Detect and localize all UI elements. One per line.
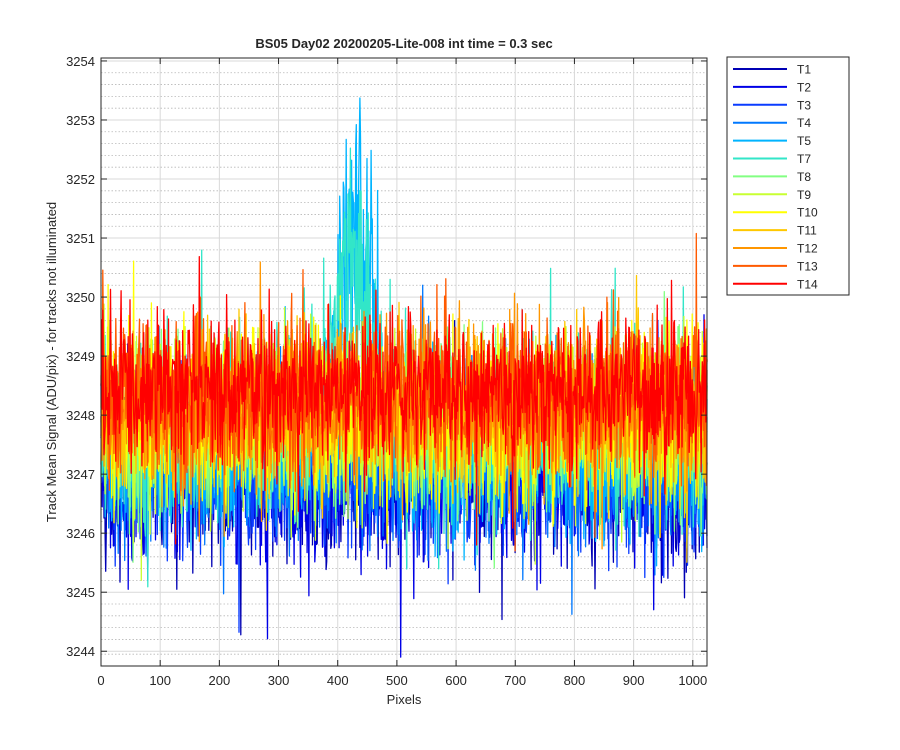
legend-label: T4 xyxy=(797,116,811,130)
x-tick-label: 900 xyxy=(623,673,645,688)
x-tick-label: 1000 xyxy=(678,673,707,688)
chart-title: BS05 Day02 20200205-Lite-008 int time = … xyxy=(255,36,552,51)
legend-label: T13 xyxy=(797,259,818,273)
legend-label: T9 xyxy=(797,188,811,202)
axis-ticks: 0 100 200 300 400 500 600 700 800 900 1000 3244 3245… xyxy=(66,54,707,688)
legend-label: T14 xyxy=(797,277,818,291)
legend-item-t14: T14 xyxy=(733,277,818,291)
legend-item-t8: T8 xyxy=(733,170,811,184)
x-tick-label: 300 xyxy=(268,673,290,688)
legend-item-t12: T12 xyxy=(733,242,818,256)
y-tick-label: 3245 xyxy=(66,585,95,600)
legend-label: T2 xyxy=(797,80,811,94)
y-tick-label: 3247 xyxy=(66,467,95,482)
y-tick-label: 3244 xyxy=(66,644,95,659)
x-axis-label: Pixels xyxy=(387,692,422,707)
x-tick-label: 200 xyxy=(209,673,231,688)
legend-label: T8 xyxy=(797,170,811,184)
y-tick-label: 3252 xyxy=(66,172,95,187)
legend-label: T11 xyxy=(797,224,817,238)
legend-box xyxy=(726,56,850,296)
series-lines xyxy=(100,97,708,658)
legend-item-t10: T10 xyxy=(733,206,818,220)
y-tick-label: 3248 xyxy=(66,408,95,423)
y-axis-label: Track Mean Signal (ADU/pix) - for tracks… xyxy=(44,202,59,522)
y-tick-label: 3246 xyxy=(66,526,95,541)
y-tick-label: 3250 xyxy=(66,290,95,305)
legend-label: T1 xyxy=(797,63,811,77)
x-tick-label: 700 xyxy=(504,673,526,688)
legend-item-t4: T4 xyxy=(733,116,811,130)
legend-item-t11: T11 xyxy=(733,224,817,238)
legend-label: T10 xyxy=(797,206,818,220)
y-tick-label: 3249 xyxy=(66,349,95,364)
x-tick-label: 0 xyxy=(97,673,104,688)
legend-item-t13: T13 xyxy=(733,259,818,273)
legend-item-t3: T3 xyxy=(733,98,811,112)
legend-label: T3 xyxy=(797,98,811,112)
legend: T1 T2 T3 T4 T5 T7 T8 T9 T10 T11 T12 T13 T14 xyxy=(726,56,850,296)
legend-label: T5 xyxy=(797,134,811,148)
y-tick-label: 3253 xyxy=(66,113,95,128)
legend-item-t9: T9 xyxy=(733,188,811,202)
axes-box xyxy=(100,57,708,667)
legend-item-t1: T1 xyxy=(733,63,811,77)
x-tick-label: 400 xyxy=(327,673,349,688)
legend-item-t2: T2 xyxy=(733,80,811,94)
series-line-t14 xyxy=(100,255,708,546)
x-tick-label: 800 xyxy=(564,673,586,688)
y-tick-label: 3251 xyxy=(66,231,95,246)
legend-label: T12 xyxy=(797,242,818,256)
legend-item-t5: T5 xyxy=(733,134,811,148)
y-tick-label: 3254 xyxy=(66,54,95,69)
x-tick-label: 600 xyxy=(445,673,467,688)
x-tick-label: 100 xyxy=(149,673,171,688)
legend-item-t7: T7 xyxy=(733,152,811,166)
x-tick-label: 500 xyxy=(386,673,408,688)
legend-label: T7 xyxy=(797,152,811,166)
